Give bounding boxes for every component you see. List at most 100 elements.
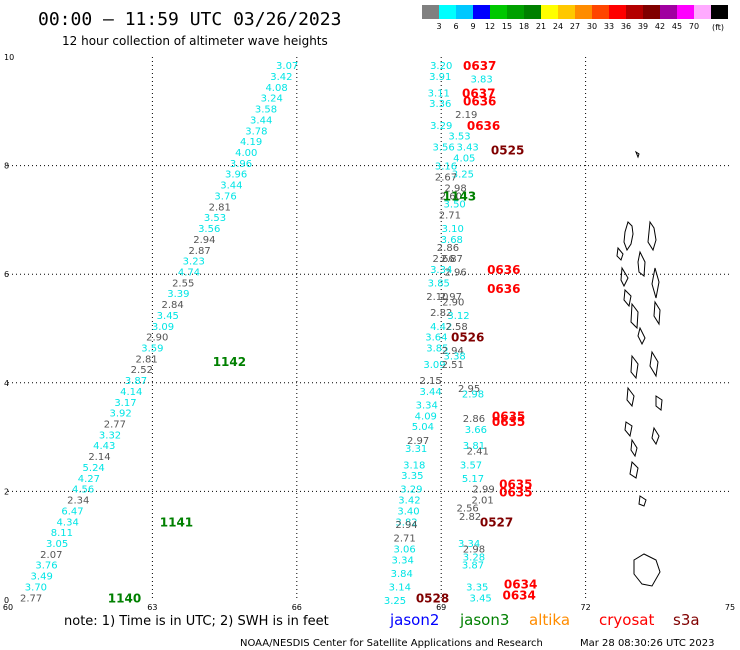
- wave-height-label: 3.76: [214, 191, 236, 202]
- wave-height-label: 2.98: [445, 183, 467, 194]
- wave-height-label: 2.97: [440, 292, 462, 303]
- wave-height-label: 2.19: [455, 110, 477, 121]
- pass-time-label: 0634: [502, 589, 535, 603]
- x-tick-label: 63: [147, 603, 157, 612]
- wave-height-label: 3.66: [465, 425, 487, 436]
- wave-height-label: 3.39: [167, 289, 189, 300]
- pass-time-label: 0528: [416, 591, 449, 605]
- wave-height-label: 3.35: [466, 582, 488, 593]
- wave-height-label: 3.40: [397, 506, 419, 517]
- colorbar-tick-label: 45: [672, 22, 682, 31]
- wave-height-label: 3.87: [125, 376, 147, 387]
- x-tick-label: 66: [292, 603, 302, 612]
- wave-height-label: 2.77: [104, 420, 126, 431]
- grid-lines: [8, 57, 730, 600]
- wave-height-label: 3.96: [230, 159, 252, 170]
- wave-height-label: 3.76: [35, 561, 57, 572]
- pass-time-label: 0635: [492, 409, 525, 423]
- wave-height-label: 3.92: [109, 409, 131, 420]
- wave-height-label: 3.78: [245, 126, 267, 137]
- wave-height-label: 3.23: [183, 257, 205, 268]
- wave-height-label: 2.71: [393, 534, 415, 545]
- wave-height-label: 4.56: [72, 485, 94, 496]
- wave-height-label: 2.90: [146, 333, 168, 344]
- wave-height-points: 3.073.424.083.243.583.443.784.194.003.96…: [20, 61, 495, 607]
- x-tick-label: 69: [436, 603, 446, 612]
- pass-time-label: 0634: [504, 578, 537, 592]
- wave-height-label: 2.52: [131, 365, 153, 376]
- wave-height-label: 3.09: [423, 360, 445, 371]
- colorbar-swatch: [507, 5, 524, 19]
- colorbar-swatch: [541, 5, 558, 19]
- colorbar-swatch: [660, 5, 677, 19]
- wave-height-label: 3.36: [429, 99, 451, 110]
- colorbar-tick-label: 70: [689, 22, 699, 31]
- chart-subtitle: 12 hour collection of altimeter wave hei…: [62, 34, 328, 48]
- pass-time-label: 0527: [480, 515, 513, 529]
- wave-height-label: 4.14: [120, 387, 142, 398]
- pass-labels: 0637063706360636052505261143114211411140…: [108, 59, 538, 605]
- sat-cryosat: cryosat: [599, 611, 654, 629]
- wave-height-label: 4.34: [57, 517, 79, 528]
- wave-height-label: 2.56: [457, 504, 479, 515]
- wave-height-label: 3.42: [270, 72, 292, 83]
- wave-height-label: 2.95: [458, 384, 480, 395]
- wave-height-label: 3.34: [430, 265, 452, 276]
- wave-height-label: 2.96: [445, 267, 467, 278]
- footer-note: note: 1) Time is in UTC; 2) SWH is in fe…: [64, 614, 329, 629]
- wave-height-label: 2.58: [445, 322, 467, 333]
- wave-height-label: 2.15: [419, 376, 441, 387]
- colorbar-tick-label: 24: [553, 22, 563, 31]
- wave-height-label: 5.04: [412, 422, 434, 433]
- colorbar-swatch: [626, 5, 643, 19]
- wave-height-label: 3.53: [204, 213, 226, 224]
- colorbar-legend: 3 6 9 12 15 18 21 24 27 30 33 36 39 42 45 70: [422, 5, 728, 31]
- colorbar-tick-label: 15: [502, 22, 512, 31]
- wave-height-label: 2.41: [467, 447, 489, 458]
- pass-time-label: 1143: [443, 189, 476, 203]
- wave-height-label: 3.29: [430, 121, 452, 132]
- wave-height-label: 3.06: [393, 544, 415, 555]
- wave-height-label: 3.20: [430, 61, 452, 72]
- wave-height-label: 3.59: [141, 344, 163, 355]
- wave-height-label: 2.98: [463, 544, 485, 555]
- wave-height-label: 4.27: [78, 474, 100, 485]
- wave-height-label: 2.60: [440, 191, 462, 202]
- wave-height-label: 3.24: [261, 94, 283, 105]
- y-tick-label: 0: [4, 596, 9, 605]
- colorbar-swatch: [439, 5, 456, 19]
- colorbar-tick-label: 18: [519, 22, 529, 31]
- colorbar-swatch: [609, 5, 626, 19]
- sat-altika: altika: [529, 611, 570, 629]
- wave-height-label: 2.34: [67, 496, 89, 507]
- colorbar-tick-label: 33: [604, 22, 614, 31]
- y-tick-label: 6: [4, 270, 9, 279]
- footer-credit: NOAA/NESDIS Center for Satellite Applica…: [240, 638, 543, 649]
- colorbar-swatch: [558, 5, 575, 19]
- colorbar-swatch: [711, 5, 728, 19]
- pass-time-label: 0525: [491, 143, 524, 157]
- wave-height-label: 2.81: [209, 202, 231, 213]
- pass-time-label: 0636: [487, 282, 520, 296]
- colorbar-tick-label: 30: [587, 22, 597, 31]
- wave-height-label: 4.08: [265, 83, 287, 94]
- wave-height-label: 3.44: [419, 387, 441, 398]
- x-tick-label: 75: [725, 603, 735, 612]
- colorbar-tick-label: 27: [570, 22, 580, 31]
- wave-height-label: 3.45: [157, 311, 179, 322]
- wave-height-label: 2.90: [442, 297, 464, 308]
- wave-height-label: 3.25: [452, 170, 474, 181]
- wave-height-label: 3.29: [400, 485, 422, 496]
- wave-height-label: 3.87: [462, 561, 484, 572]
- land-outline: [616, 150, 663, 587]
- wave-height-label: 2.51: [442, 360, 464, 371]
- y-tick-label: 2: [4, 487, 9, 496]
- pass-time-label: 0636: [487, 263, 520, 277]
- wave-height-label: 3.34: [458, 539, 480, 550]
- wave-height-label: 3.45: [470, 593, 492, 604]
- wave-height-label: 4.09: [415, 411, 437, 422]
- colorbar-swatch: [694, 5, 711, 19]
- pass-time-label: 0636: [463, 94, 496, 108]
- wave-height-label: 8.11: [51, 528, 73, 539]
- wave-height-label: 2.94: [395, 520, 417, 531]
